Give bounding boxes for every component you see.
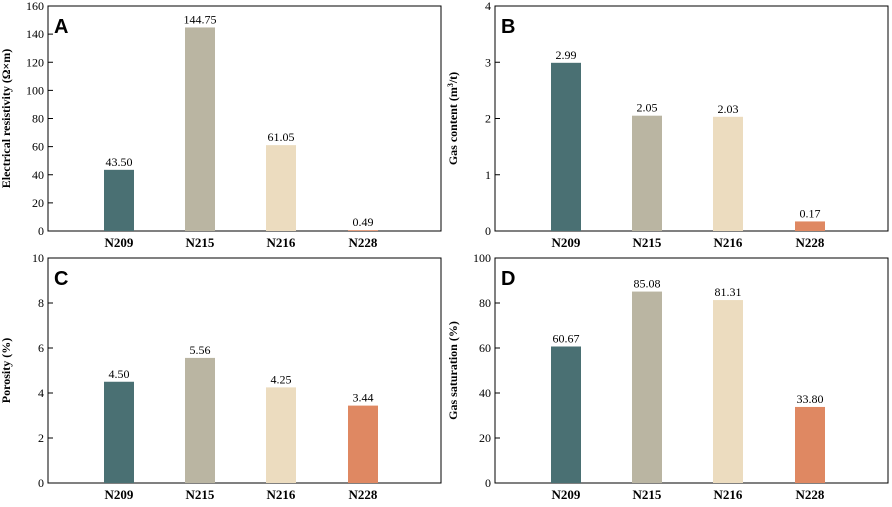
category-label-n209: N209: [105, 487, 134, 502]
y-tick-label: 0: [485, 476, 491, 490]
category-label-n216: N216: [267, 235, 296, 250]
value-label-n215: 144.75: [184, 12, 217, 26]
value-label-n209: 2.99: [556, 48, 577, 62]
plot-frame: [494, 257, 889, 484]
panel-letter: D: [501, 268, 515, 290]
y-tick-label: 60: [479, 341, 491, 355]
value-label-n216: 2.03: [718, 102, 739, 116]
y-tick-label: 1: [485, 168, 491, 182]
category-label-n228: N228: [796, 235, 825, 250]
y-tick-label: 100: [473, 251, 491, 265]
panel-letter: C: [54, 268, 68, 290]
bar-n209: [104, 169, 134, 231]
y-tick-label: 60: [32, 140, 44, 154]
panel-letter: A: [54, 16, 68, 38]
value-label-n216: 81.31: [715, 285, 742, 299]
y-tick-label: 0: [485, 224, 491, 238]
y-tick-label: 0: [38, 476, 44, 490]
y-tick-label: 140: [26, 27, 44, 41]
category-label-n215: N215: [633, 235, 662, 250]
y-tick-label: 4: [38, 386, 44, 400]
y-tick-label: 6: [38, 341, 44, 355]
y-tick-label: 20: [479, 431, 491, 445]
value-label-n209: 43.50: [106, 155, 133, 169]
bar-n228: [795, 406, 825, 483]
category-label-n209: N209: [552, 487, 581, 502]
y-axis-title: Gas content (m3/t): [446, 72, 460, 165]
bar-n216: [713, 116, 743, 231]
bar-n215: [632, 115, 662, 231]
value-label-n215: 5.56: [190, 343, 211, 357]
category-label-n215: N215: [186, 235, 215, 250]
y-tick-label: 160: [26, 0, 44, 13]
y-axis-title: Electrical resistivity (Ω×m): [0, 49, 13, 189]
bar-n209: [551, 346, 581, 483]
value-label-n216: 61.05: [268, 130, 295, 144]
panel-d: 0 20 40 60 80 100 Gas saturation (%) D 60.67 N209…: [446, 251, 889, 502]
value-label-n228: 33.80: [797, 392, 824, 406]
bar-n209: [104, 381, 134, 483]
bar-n216: [266, 387, 296, 483]
value-label-n209: 60.67: [553, 331, 580, 345]
y-tick-label: 40: [32, 168, 44, 182]
bar-n215: [185, 357, 215, 483]
bar-n215: [185, 27, 215, 231]
bar-n228: [795, 221, 825, 231]
value-label-n215: 85.08: [634, 277, 661, 291]
category-label-n216: N216: [267, 487, 296, 502]
panel-a: 0 20 40 60 80 100 120 140 160 Electrical resistiv…: [0, 0, 442, 250]
panel-letter: B: [501, 16, 515, 38]
y-axis-title: Porosity (%): [0, 338, 13, 403]
category-label-n216: N216: [714, 487, 743, 502]
bar-n216: [713, 300, 743, 483]
y-tick-label: 80: [479, 296, 491, 310]
panel-b: 0 1 2 3 4 Gas content (m3/t) B 2.99 N209 2.05 N215…: [446, 0, 889, 250]
y-tick-label: 100: [26, 83, 44, 97]
bar-n215: [632, 291, 662, 483]
y-tick-label: 8: [38, 296, 44, 310]
category-label-n215: N215: [633, 487, 662, 502]
y-tick-label: 4: [485, 0, 491, 13]
value-label-n228: 0.49: [353, 215, 374, 229]
y-tick-label: 0: [38, 224, 44, 238]
bar-n228: [348, 405, 378, 483]
value-label-n228: 3.44: [353, 391, 374, 405]
category-label-n215: N215: [186, 487, 215, 502]
category-label-n209: N209: [105, 235, 134, 250]
bar-n209: [551, 62, 581, 231]
bar-n216: [266, 145, 296, 231]
panel-c: 0 2 4 6 8 10 Porosity (%) C 4.50 N209 5.56 N215 4.25…: [0, 251, 442, 502]
plot-frame: [47, 257, 442, 484]
y-axis-title: Gas saturation (%): [446, 321, 460, 420]
value-label-n209: 4.50: [109, 367, 130, 381]
category-label-n216: N216: [714, 235, 743, 250]
y-tick-label: 2: [38, 431, 44, 445]
category-label-n228: N228: [349, 235, 378, 250]
y-tick-label: 20: [32, 196, 44, 210]
y-tick-label: 3: [485, 55, 491, 69]
y-tick-label: 80: [32, 112, 44, 126]
category-label-n228: N228: [796, 487, 825, 502]
value-label-n216: 4.25: [271, 372, 292, 386]
y-tick-label: 120: [26, 55, 44, 69]
value-label-n228: 0.17: [800, 206, 821, 220]
bar-n228: [348, 230, 378, 231]
category-label-n209: N209: [552, 235, 581, 250]
y-tick-label: 2: [485, 112, 491, 126]
y-tick-label: 40: [479, 386, 491, 400]
value-label-n215: 2.05: [637, 101, 658, 115]
category-label-n228: N228: [349, 487, 378, 502]
y-tick-label: 10: [32, 251, 44, 265]
